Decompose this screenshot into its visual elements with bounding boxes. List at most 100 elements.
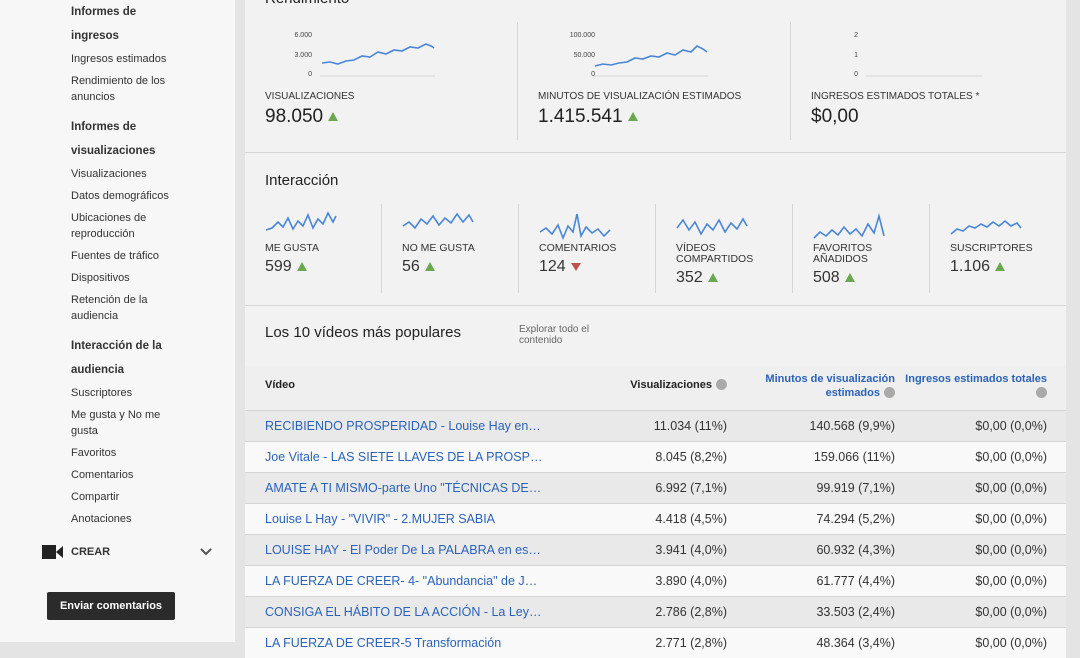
trend-arrow bbox=[707, 273, 718, 283]
divider bbox=[245, 305, 1066, 306]
menu-item[interactable]: Fuentes de tráfico bbox=[71, 250, 160, 262]
metric-card[interactable]: COMENTARIOS 124 bbox=[539, 243, 649, 277]
menu-item[interactable]: Rendimiento de los anuncios bbox=[71, 75, 166, 103]
column-header[interactable]: Visualizaciones bbox=[560, 378, 727, 392]
menu-item[interactable]: Datos demográficos bbox=[71, 190, 169, 202]
content: Rendimiento 6.000 3.000 0 VISUALIZACIONES 98.… bbox=[245, 0, 1066, 658]
menu-item[interactable]: Visualizaciones bbox=[71, 168, 147, 180]
tick-label: 0 bbox=[308, 71, 312, 78]
metric-card[interactable]: MINUTOS DE VISUALIZACIÓN ESTIMADOS 1.415.… bbox=[538, 91, 788, 129]
video-link[interactable]: LA FUERZA DE CREER-5 Transformación bbox=[265, 636, 502, 650]
header-text: Vídeo bbox=[265, 379, 295, 391]
table-cell: 61.777 (4,4%) bbox=[816, 574, 895, 588]
value-text: 352 bbox=[676, 269, 703, 286]
metric-label: VÍDEOS COMPARTIDOS bbox=[676, 242, 754, 265]
metric-card[interactable]: FAVORITOS AÑADIDOS 508 bbox=[813, 243, 885, 288]
chevron[interactable] bbox=[200, 548, 212, 556]
table-cell: 2.786 (2,8%) bbox=[655, 605, 727, 619]
table-cell: $0,00 (0,0%) bbox=[975, 574, 1047, 588]
metric-label: INGRESOS ESTIMADOS TOTALES * bbox=[811, 91, 980, 102]
metric-label: FAVORITOS AÑADIDOS bbox=[813, 242, 873, 265]
table-row: RECIBIENDO PROSPERIDAD - Louise Hay en e… bbox=[245, 410, 1066, 441]
metric-card[interactable]: ME GUSTA 599 bbox=[265, 243, 375, 277]
value-text: 1.415.541 bbox=[538, 106, 623, 127]
metric-card[interactable]: INGRESOS ESTIMADOS TOTALES * $0,00 bbox=[811, 91, 1061, 129]
table-cell: 140.568 (9,9%) bbox=[809, 419, 895, 433]
sidebar-menu: Informes de ingresos Ingresos estimados Re… bbox=[71, 0, 186, 527]
sparkline bbox=[950, 219, 1022, 235]
column-header[interactable]: Minutos de visualización estimados bbox=[735, 372, 895, 400]
menu-item[interactable]: Me gusta y No me gusta bbox=[71, 409, 161, 437]
menu-item[interactable]: Anotaciones bbox=[71, 513, 132, 525]
create-menu[interactable]: CREAR bbox=[71, 546, 111, 558]
tick-label: 50.000 bbox=[573, 51, 595, 59]
explore-link[interactable]: Explorar todo el contenido bbox=[519, 324, 590, 346]
value-text: $0,00 bbox=[811, 106, 859, 127]
menu-item[interactable]: Suscriptores bbox=[71, 387, 133, 399]
menu-item[interactable]: Retención de la audiencia bbox=[71, 294, 148, 322]
metric-value: $0,00 bbox=[811, 105, 1061, 129]
menu-item[interactable]: Compartir bbox=[71, 491, 120, 503]
value-text: 599 bbox=[265, 258, 292, 275]
section-title: Rendimiento bbox=[265, 0, 349, 8]
metric-label: SUSCRIPTORES bbox=[950, 242, 1033, 254]
sidebar-icons bbox=[42, 545, 212, 559]
menu-item[interactable]: Comentarios bbox=[71, 469, 134, 481]
metric-value: 599 bbox=[265, 257, 375, 277]
video-link[interactable]: AMATE A TI MISMO-parte Uno "TÉCNICAS DE … bbox=[265, 481, 543, 495]
menu-item[interactable]: Dispositivos bbox=[71, 272, 130, 284]
help-icon[interactable] bbox=[1036, 387, 1047, 398]
trend-arrow bbox=[328, 112, 339, 122]
menu-heading: Informes de visualizaciones bbox=[71, 121, 156, 157]
menu-item[interactable]: Ubicaciones de reproducción bbox=[71, 212, 147, 240]
camera-icon bbox=[42, 545, 56, 559]
help-icon[interactable] bbox=[884, 387, 895, 398]
menu-heading: Informes de ingresos bbox=[71, 6, 137, 42]
metric-value: 124 bbox=[539, 257, 649, 277]
sparkline bbox=[402, 212, 474, 230]
metric-card[interactable]: NO ME GUSTA 56 bbox=[402, 243, 512, 277]
table-cell: 159.066 (11%) bbox=[813, 450, 895, 464]
table-cell: 99.919 (7,1%) bbox=[816, 481, 895, 495]
header-text: Minutos de visualización estimados bbox=[765, 373, 895, 399]
video-link[interactable]: CONSIGA EL HÁBITO DE LA ACCIÓN - La Ley … bbox=[265, 605, 543, 619]
metric-label: VISUALIZACIONES bbox=[265, 91, 355, 102]
value-text: 1.106 bbox=[950, 258, 991, 275]
table-cell: 8.045 (8,2%) bbox=[655, 450, 727, 464]
metric-label: NO ME GUSTA bbox=[402, 242, 475, 254]
divider bbox=[245, 152, 1066, 153]
table-row: AMATE A TI MISMO-parte Uno "TÉCNICAS DE … bbox=[245, 472, 1066, 503]
table-cell: $0,00 (0,0%) bbox=[975, 512, 1047, 526]
metric-card[interactable]: VÍDEOS COMPARTIDOS 352 bbox=[676, 242, 754, 288]
header-text: Visualizaciones bbox=[630, 379, 712, 391]
metric-value: 508 bbox=[813, 268, 885, 288]
sparkline bbox=[265, 211, 337, 231]
metric-value: 352 bbox=[676, 268, 748, 288]
table-row: LOUISE HAY - El Poder De La PALABRA en e… bbox=[245, 534, 1066, 565]
menu-heading: Interacción de la audiencia bbox=[71, 340, 162, 376]
table-cell: 11.034 (11%) bbox=[653, 419, 727, 433]
column-header[interactable]: Ingresos estimados totales bbox=[905, 372, 1047, 400]
column-header: Vídeo bbox=[265, 378, 365, 392]
video-link[interactable]: Joe Vitale - LAS SIETE LLAVES DE LA PROS… bbox=[265, 450, 543, 464]
video-link[interactable]: RECIBIENDO PROSPERIDAD - Louise Hay en e… bbox=[265, 419, 543, 433]
table-cell: $0,00 (0,0%) bbox=[975, 543, 1047, 557]
table-cell: 6.992 (7,1%) bbox=[655, 481, 727, 495]
table-header bbox=[245, 366, 1066, 410]
metric-card[interactable]: SUSCRIPTORES 1.106 bbox=[950, 243, 1060, 277]
value-text: 508 bbox=[813, 269, 840, 286]
trend-arrow bbox=[844, 273, 855, 283]
feedback-button[interactable]: Enviar comentarios bbox=[47, 592, 175, 620]
video-link[interactable]: Louise L Hay - "VIVIR" - 2.MUJER SABIA bbox=[265, 512, 496, 526]
metric-card[interactable]: VISUALIZACIONES 98.050 bbox=[265, 91, 515, 129]
tick-label: 3.000 bbox=[294, 51, 312, 59]
help-icon[interactable] bbox=[716, 379, 727, 390]
metric-label: MINUTOS DE VISUALIZACIÓN ESTIMADOS bbox=[538, 91, 742, 102]
table-cell: $0,00 (0,0%) bbox=[975, 636, 1047, 650]
table-cell: $0,00 (0,0%) bbox=[975, 481, 1047, 495]
video-link[interactable]: LOUISE HAY - El Poder De La PALABRA en e… bbox=[265, 543, 543, 557]
video-link[interactable]: LA FUERZA DE CREER- 4- "Abundancia" de J… bbox=[265, 574, 543, 588]
menu-item[interactable]: Ingresos estimados bbox=[71, 53, 167, 65]
menu-item[interactable]: Favoritos bbox=[71, 447, 117, 459]
table-cell: $0,00 (0,0%) bbox=[975, 605, 1047, 619]
